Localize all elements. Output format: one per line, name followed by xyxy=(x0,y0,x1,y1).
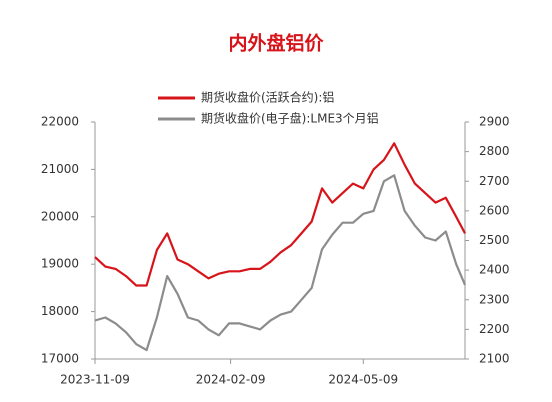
y-tick-label: 21000 xyxy=(41,162,79,176)
series-line xyxy=(94,142,466,287)
y-tick-label: 18000 xyxy=(41,304,79,318)
y2-tick-label: 2100 xyxy=(479,352,510,366)
x-tick-label: 2024-05-09 xyxy=(328,373,398,387)
series-line xyxy=(94,174,467,352)
legend-label: 期货收盘价(电子盘):LME3个月铝 xyxy=(201,111,379,126)
y2-tick-label: 2600 xyxy=(479,203,510,217)
y-tick-label: 22000 xyxy=(41,115,79,129)
y2-tick-label: 2200 xyxy=(479,322,510,336)
y2-tick-label: 2900 xyxy=(479,115,510,129)
y-tick-label: 19000 xyxy=(41,257,79,271)
y2-tick-label: 2400 xyxy=(479,263,510,277)
y2-tick-label: 2700 xyxy=(479,174,510,188)
x-tick-label: 2024-02-09 xyxy=(196,373,266,387)
y2-tick-label: 2500 xyxy=(479,233,510,247)
legend-label: 期货收盘价(活跃合约):铝 xyxy=(201,90,334,105)
y-tick-label: 20000 xyxy=(41,209,79,223)
x-tick-label: 2023-11-09 xyxy=(60,373,130,387)
y-tick-label: 17000 xyxy=(41,352,79,366)
y2-tick-label: 2300 xyxy=(479,292,510,306)
y2-tick-label: 2800 xyxy=(479,144,510,158)
chart-title: 内外盘铝价 xyxy=(228,32,324,55)
